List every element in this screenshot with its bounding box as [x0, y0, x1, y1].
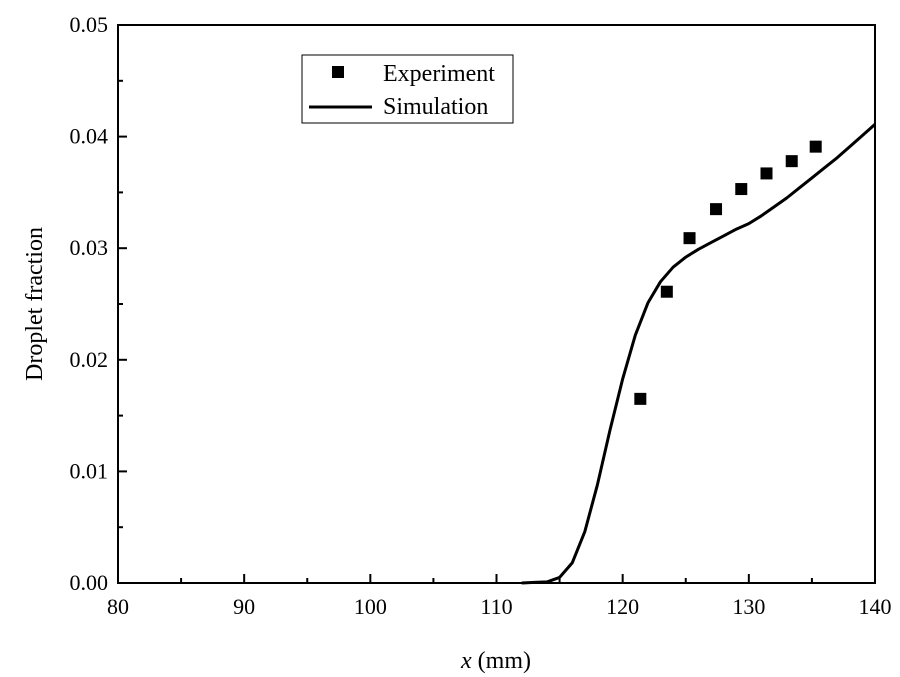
- experiment-markers: [634, 140, 822, 405]
- axis-ticks: [117, 24, 876, 584]
- legend-label-simulation: Simulation: [383, 94, 488, 120]
- experiment-point: [660, 285, 673, 298]
- experiment-point: [735, 183, 748, 196]
- x-axis-unit: (mm): [472, 648, 531, 674]
- x-tick-label: 80: [107, 594, 129, 619]
- experiment-point: [683, 232, 696, 245]
- y-tick-label: 0.00: [70, 570, 109, 595]
- legend-label-experiment: Experiment: [383, 61, 495, 87]
- x-tick-label: 130: [732, 594, 765, 619]
- x-axis-title: x (mm): [460, 648, 531, 674]
- y-tick-label: 0.05: [70, 12, 109, 37]
- experiment-point: [809, 140, 822, 153]
- experiment-point: [785, 155, 798, 168]
- simulation-line: [521, 123, 876, 585]
- x-tick-label: 90: [233, 594, 255, 619]
- x-tick-label: 100: [354, 594, 387, 619]
- experiment-point: [634, 392, 647, 405]
- y-tick-label: 0.02: [70, 347, 109, 372]
- legend: Experiment Simulation: [301, 54, 514, 124]
- y-tick-label: 0.01: [70, 458, 109, 483]
- legend-marker-experiment: [332, 66, 344, 78]
- experiment-point: [710, 203, 723, 216]
- y-axis-title: Droplet fraction: [22, 227, 48, 381]
- y-tick-label: 0.03: [70, 235, 109, 260]
- x-tick-label: 110: [480, 594, 512, 619]
- y-tick-label: 0.04: [70, 124, 109, 149]
- experiment-point: [760, 167, 773, 180]
- x-tick-label: 120: [606, 594, 639, 619]
- x-axis-variable: x: [460, 648, 472, 674]
- x-tick-label: 140: [859, 594, 892, 619]
- axis-tick-labels: 80 90 100 110 120 130 140 0.00 0.01 0.02 0.03 0.04 0…: [70, 12, 892, 619]
